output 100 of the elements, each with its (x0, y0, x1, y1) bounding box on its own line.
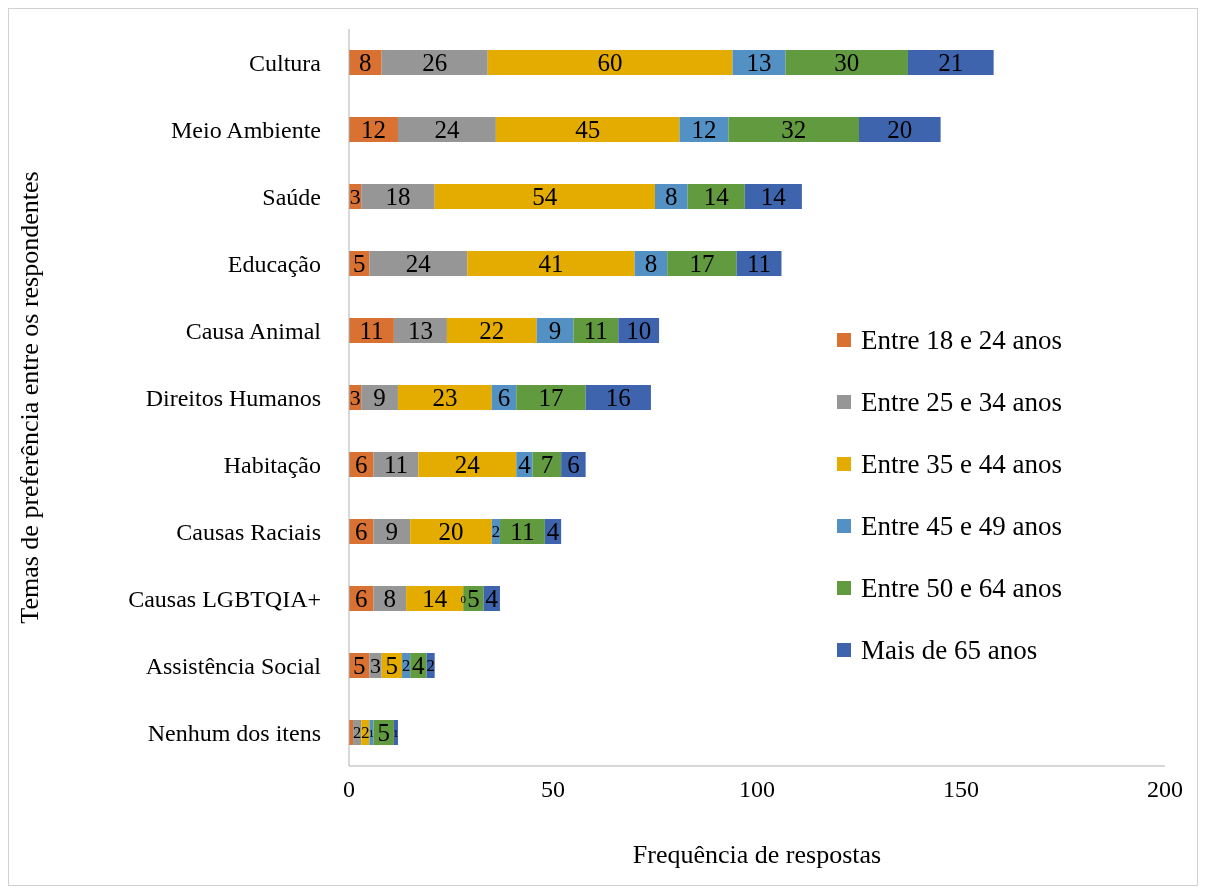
data-label: 0 (460, 592, 467, 605)
bar (397, 117, 496, 142)
bar (907, 50, 994, 75)
bar (859, 117, 941, 142)
bar (495, 117, 680, 142)
data-label: 4 (546, 518, 560, 545)
data-label: 14 (422, 585, 448, 612)
data-label: 3 (349, 385, 361, 410)
bar (728, 117, 859, 142)
legend-label: Mais de 65 anos (861, 634, 1038, 667)
data-label: 13 (407, 317, 433, 344)
data-label: 54 (532, 183, 558, 210)
data-label: 17 (538, 384, 564, 411)
data-label: 6 (354, 518, 368, 545)
data-label: 8 (644, 250, 658, 277)
bar (667, 251, 737, 276)
data-label: 11 (510, 518, 535, 545)
bar (785, 50, 908, 75)
data-label: 6 (497, 384, 511, 411)
legend-label: Entre 50 e 64 anos (861, 572, 1062, 605)
legend-label: Entre 25 e 34 anos (861, 386, 1062, 419)
x-axis-title: Frequência de respostas (632, 840, 882, 869)
data-label: 3 (370, 653, 382, 678)
data-label: 23 (432, 384, 458, 411)
legend-label: Entre 35 e 44 anos (861, 448, 1062, 481)
y-tick-label: Habitação (223, 452, 321, 479)
data-label: 12 (360, 116, 386, 143)
y-tick-label: Causas Raciais (176, 519, 321, 546)
bar (434, 184, 655, 209)
data-label: 16 (605, 384, 631, 411)
legend-label: Entre 45 e 49 anos (861, 510, 1062, 543)
y-tick-label: Meio Ambiente (171, 117, 321, 144)
data-label: 9 (373, 384, 386, 411)
y-tick-label: Saúde (262, 184, 321, 211)
data-label: 60 (597, 49, 623, 76)
data-label: 26 (422, 49, 448, 76)
y-tick-label: Assistência Social (145, 653, 322, 680)
y-axis-title: Temas de preferência entre os respondentes (15, 171, 45, 624)
data-label: 2 (353, 723, 362, 742)
x-tick-label: 150 (943, 776, 979, 803)
legend-label: Entre 18 e 24 anos (861, 324, 1062, 357)
data-label: 20 (887, 116, 913, 143)
data-label: 17 (689, 250, 715, 277)
data-label: 8 (383, 585, 397, 612)
data-label: 2 (401, 656, 411, 675)
x-tick-label: 100 (739, 776, 775, 803)
data-label: 9 (385, 518, 399, 545)
data-label: 6 (354, 585, 368, 612)
bar (487, 50, 733, 75)
x-tick-label: 50 (541, 776, 565, 803)
data-label: 4 (412, 652, 426, 679)
data-label: 10 (626, 317, 652, 344)
bar (361, 184, 435, 209)
data-label: 1 (368, 726, 375, 739)
y-tick-label: Educação (227, 251, 321, 278)
bar (381, 50, 488, 75)
x-tick-label: 0 (343, 776, 355, 803)
bar (446, 318, 537, 343)
data-label: 13 (746, 49, 772, 76)
bar (397, 385, 492, 410)
data-label: 11 (383, 451, 408, 478)
y-tick-label: Nenhum dos itens (147, 720, 321, 747)
y-tick-label: Cultura (249, 50, 322, 77)
data-label: 11 (583, 317, 608, 344)
y-tick-label: Direitos Humanos (145, 385, 321, 412)
bar (516, 385, 586, 410)
data-label: 8 (359, 49, 372, 76)
data-label: 6 (354, 451, 368, 478)
data-label: 5 (467, 585, 480, 612)
bar (410, 519, 492, 544)
data-label: 24 (434, 116, 460, 143)
data-label: 14 (760, 183, 787, 210)
bar (418, 452, 517, 477)
data-label: 11 (359, 317, 384, 344)
data-label: 6 (567, 451, 580, 478)
data-label: 22 (479, 317, 505, 344)
data-label: 30 (834, 49, 860, 76)
y-tick-label: Causas LGBTQIA+ (128, 586, 321, 613)
data-label: 7 (540, 451, 554, 478)
data-label: 41 (538, 250, 564, 277)
data-label: 24 (405, 250, 432, 277)
data-label: 20 (438, 518, 464, 545)
data-label: 5 (377, 719, 390, 746)
data-label: 2 (361, 723, 370, 742)
data-label: 14 (703, 183, 730, 210)
data-label: 9 (548, 317, 562, 344)
data-label: 1 (393, 726, 399, 739)
data-label: 45 (575, 116, 601, 143)
y-tick-label: Causa Animal (185, 318, 322, 345)
data-label: 4 (485, 585, 499, 612)
data-label: 11 (747, 250, 772, 277)
data-label: 24 (454, 451, 481, 478)
data-label: 32 (781, 116, 807, 143)
data-label: 5 (385, 652, 399, 679)
data-label: 2 (426, 656, 435, 675)
data-label: 4 (518, 451, 532, 478)
data-label: 8 (665, 183, 678, 210)
data-label: 2 (491, 522, 501, 541)
data-label: 12 (691, 116, 717, 143)
bar (467, 251, 635, 276)
